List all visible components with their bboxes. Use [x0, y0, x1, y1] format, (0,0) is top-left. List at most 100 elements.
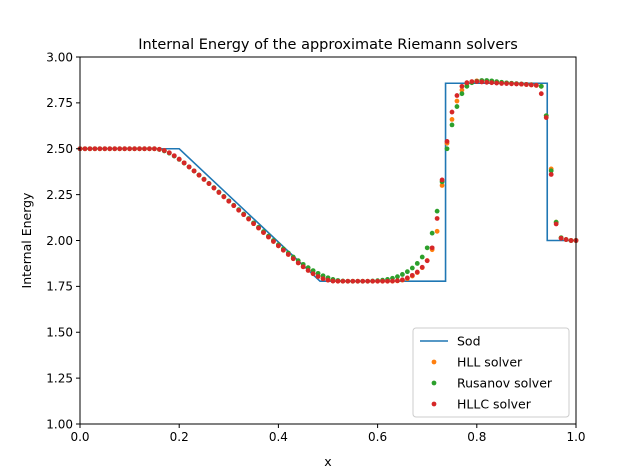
hllc-solver-point — [226, 198, 232, 204]
rusanov-solver-point — [548, 168, 554, 174]
x-tick-label: 0.8 — [467, 430, 486, 444]
rusanov-solver-point — [400, 272, 405, 277]
y-tick-label: 2.25 — [46, 188, 73, 202]
hllc-solver-point — [300, 264, 306, 270]
legend-label-rusanov-solver: Rusanov solver — [457, 375, 553, 390]
hllc-solver-point — [246, 216, 252, 222]
hll-solver-point — [434, 228, 440, 234]
x-axis: 0.0 0.2 0.4 0.6 0.8 1.0 — [70, 424, 586, 444]
hllc-solver-point — [261, 230, 266, 236]
hllc-solver-points — [77, 79, 579, 284]
rusanov-solver-point — [419, 254, 425, 260]
hllc-solver-point — [528, 82, 534, 88]
y-tick-label: 2.75 — [46, 96, 73, 110]
hllc-solver-point — [424, 258, 430, 264]
hllc-solver-point — [181, 160, 187, 166]
hllc-solver-point — [489, 80, 495, 86]
hllc-solver-point — [221, 194, 227, 200]
hllc-solver-point — [553, 221, 559, 227]
legend-swatch-rusanov-solver — [431, 380, 437, 386]
hllc-solver-point — [132, 146, 137, 152]
hllc-solver-point — [504, 81, 509, 87]
hllc-solver-point — [365, 278, 371, 284]
legend-swatch-hll-solver — [431, 359, 437, 365]
hllc-solver-point — [395, 278, 400, 284]
hllc-solver-point — [152, 146, 157, 152]
hllc-solver-point — [434, 216, 440, 221]
hllc-solver-point — [419, 264, 425, 270]
hllc-solver-point — [409, 272, 415, 278]
rusanov-solver-point — [459, 91, 465, 97]
hllc-solver-point — [191, 168, 197, 174]
hllc-solver-point — [186, 164, 192, 170]
hllc-solver-point — [558, 235, 564, 241]
hllc-solver-point — [87, 146, 93, 152]
hll-solver-point — [454, 98, 460, 104]
hllc-solver-point — [533, 82, 539, 88]
hllc-solver-point — [350, 278, 356, 284]
hllc-solver-point — [97, 146, 103, 152]
y-tick-label: 1.00 — [46, 417, 73, 431]
hllc-solver-point — [216, 190, 222, 195]
hllc-solver-point — [330, 278, 336, 284]
hllc-solver-point — [266, 234, 271, 240]
hllc-solver-point — [355, 278, 361, 284]
hllc-solver-point — [276, 243, 281, 249]
hllc-solver-point — [335, 278, 341, 284]
rusanov-solver-point — [444, 146, 450, 152]
hllc-solver-point — [295, 260, 301, 266]
y-tick-label: 3.00 — [46, 50, 73, 64]
hllc-solver-point — [469, 79, 475, 84]
hllc-solver-point — [166, 150, 172, 156]
hllc-solver-point — [375, 278, 380, 284]
rusanov-solver-point — [449, 122, 455, 128]
hllc-solver-point — [305, 268, 311, 273]
hllc-solver-point — [285, 252, 291, 257]
hllc-solver-point — [176, 156, 182, 162]
hllc-solver-point — [479, 79, 485, 85]
rusanov-solver-point — [429, 230, 435, 236]
hllc-solver-point — [137, 146, 142, 152]
series-layer — [77, 78, 579, 284]
hllc-solver-point — [196, 172, 202, 178]
hllc-solver-point — [543, 115, 549, 120]
hllc-solver-point — [449, 109, 455, 115]
hllc-solver-point — [474, 79, 480, 84]
hllc-solver-point — [548, 172, 554, 177]
hllc-solver-point — [310, 271, 316, 277]
y-tick-label: 1.75 — [46, 280, 73, 294]
y-tick-label: 1.25 — [46, 371, 73, 385]
hllc-solver-point — [171, 153, 177, 159]
hllc-solver-point — [524, 82, 529, 87]
rusanov-solver-point — [538, 83, 544, 89]
hllc-solver-point — [345, 278, 351, 284]
hllc-solver-point — [315, 274, 321, 279]
hllc-solver-point — [82, 146, 88, 152]
hllc-solver-point — [494, 80, 500, 86]
hllc-solver-point — [390, 278, 395, 284]
hllc-solver-point — [385, 278, 390, 284]
rusanov-solver-point — [409, 265, 415, 271]
hllc-solver-point — [102, 146, 108, 152]
hllc-solver-point — [568, 238, 574, 243]
legend-box — [412, 327, 570, 418]
hllc-solver-point — [484, 79, 490, 85]
x-tick-label: 0.4 — [269, 430, 288, 444]
hllc-solver-point — [236, 207, 242, 213]
hllc-solver-point — [241, 212, 247, 218]
hll-solver-point — [439, 183, 445, 188]
hllc-solver-point — [514, 81, 519, 87]
x-axis-label: x — [324, 454, 331, 469]
sod-line — [80, 82, 576, 283]
legend-label-hll-solver: HLL solver — [457, 354, 523, 369]
rusanov-solver-point — [424, 245, 430, 251]
hllc-solver-point — [122, 146, 128, 152]
hllc-solver-point — [206, 181, 212, 187]
hllc-solver-point — [414, 269, 420, 275]
hllc-solver-point — [280, 247, 286, 253]
legend: Sod HLL solver Rusanov solver HLLC solver — [412, 327, 570, 418]
rusanov-solver-point — [454, 104, 460, 109]
hllc-solver-point — [538, 91, 544, 97]
hllc-solver-point — [117, 146, 123, 152]
